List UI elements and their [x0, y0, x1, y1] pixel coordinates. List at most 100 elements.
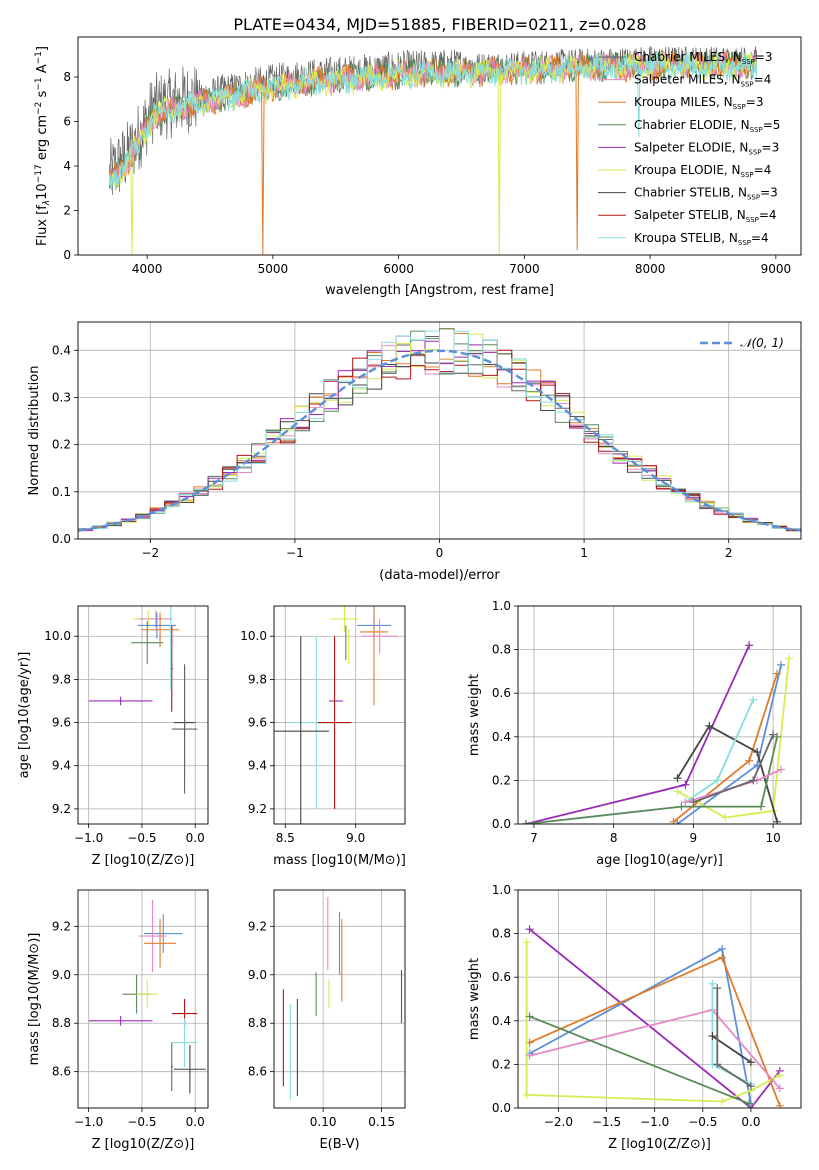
x-tick-label: −0.5 [127, 831, 156, 845]
y-axis-label: Flux [fλ10−17 erg cm−2 s−1 A−1] [34, 46, 52, 246]
gridlines [78, 890, 208, 1108]
x-tick-label: 1 [580, 546, 588, 560]
spectrum-dip [637, 68, 641, 138]
x-tick-label: 0.15 [368, 1115, 395, 1129]
y-tick-label: 10.0 [240, 629, 267, 643]
plot-area [274, 606, 398, 824]
weight-point [689, 798, 698, 807]
y-tick-label: 0.6 [492, 686, 511, 700]
weight-point [669, 817, 678, 824]
weight-point [777, 660, 786, 669]
y-axis-label: mass weight [467, 674, 482, 756]
x-axis-label: E(B-V) [319, 1137, 359, 1152]
x-tick-label: 5000 [258, 262, 289, 276]
y-tick-label: 2 [63, 204, 71, 218]
panel-age_vs_mass: 8.5 9.0 9.2 9.4 9.6 9.8 10.0 mass [log10(M/M⊙)] [240, 605, 406, 868]
legend-label: Salpeter MILES, NSSP=4 [634, 73, 771, 89]
legend-label: Kroupa STELIB, NSSP=4 [634, 231, 769, 247]
y-tick-label: 0.0 [52, 532, 71, 546]
y-tick-label: 9.2 [248, 919, 267, 933]
x-tick-label: 0.0 [186, 1115, 205, 1129]
normal-curve [78, 349, 801, 532]
x-tick-label: −2.0 [544, 1115, 573, 1129]
x-tick-label: −1.0 [640, 1115, 669, 1129]
legend-label: Kroupa ELODIE, NSSP=4 [634, 163, 771, 179]
y-tick-label: 1.0 [492, 883, 511, 897]
weight-point [718, 944, 727, 953]
x-tick-label: 0.10 [310, 1115, 337, 1129]
x-axis-label: wavelength [Angstrom, rest frame] [325, 283, 554, 298]
weight-point [673, 774, 682, 783]
weight-point [775, 1071, 784, 1080]
weight-point [673, 787, 682, 796]
y-tick-label: 8.8 [248, 1016, 267, 1030]
spectrum-dip [575, 70, 579, 251]
x-tick-label: 0.0 [741, 1115, 760, 1129]
legend: Chabrier MILES, NSSP=3 Salpeter MILES, NS… [598, 50, 780, 247]
y-tick-label: 9.6 [248, 716, 267, 730]
weight-point [749, 695, 758, 704]
panel-mass_vs_ebv: 0.10 0.15 8.6 8.8 9.0 9.2 E(B-V) [248, 889, 406, 1152]
x-tick-label: −2 [141, 546, 159, 560]
y-tick-label: 0 [63, 248, 71, 262]
y-tick-label: 8.8 [52, 1016, 71, 1030]
weight-point [753, 748, 762, 757]
y-tick-label: 0.4 [52, 343, 71, 357]
x-tick-label: 8 [610, 831, 618, 845]
weight-point [773, 669, 782, 678]
x-tick-label: 0 [436, 546, 444, 560]
y-axis-label: Normed distribution [27, 366, 42, 496]
weight-point [775, 1084, 784, 1093]
panels: 4000 5000 6000 7000 8000 9000 0 2 4 6 8 Chabrier MI… [17, 36, 802, 1152]
x-tick-label: −1.0 [74, 1115, 103, 1129]
y-tick-label: 0.0 [492, 1101, 511, 1115]
weight-point [713, 984, 722, 993]
weight-point [769, 730, 778, 739]
y-tick-label: 9.4 [52, 759, 71, 773]
x-tick-label: 7 [530, 831, 538, 845]
y-tick-label: 8.6 [52, 1065, 71, 1079]
weight-point [775, 1101, 784, 1108]
x-tick-label: 0.0 [186, 831, 205, 845]
weight-point [746, 1058, 755, 1067]
panel-weight_vs_age: 7 8 9 10 0.0 0.2 0.4 0.6 0.8 1.0 age [log10(age/yr… [467, 599, 802, 868]
gridlines [274, 890, 405, 1108]
y-tick-label: 0.4 [492, 730, 511, 744]
plot-area [522, 925, 784, 1108]
panel-spectrum: 4000 5000 6000 7000 8000 9000 0 2 4 6 8 Chabrier MI… [34, 36, 802, 298]
axes-frame [77, 605, 209, 825]
plot-area [282, 897, 403, 1101]
x-tick-label: −1.5 [592, 1115, 621, 1129]
model-spectrum-kroupa_stelib [108, 50, 758, 191]
y-tick-label: 9.0 [248, 968, 267, 982]
x-axis-label: Z [log10(Z/Z⊙)] [608, 1137, 711, 1152]
x-tick-label: −0.5 [688, 1115, 717, 1129]
weight-point [773, 817, 782, 824]
panel-residuals: −2 −1 0 1 2 0.0 0.1 0.2 0.3 0.4 𝒩(0, 1) (data-model… [27, 321, 802, 583]
y-tick-label: 9.4 [248, 759, 267, 773]
y-tick-label: 0.2 [52, 438, 71, 452]
weight-point [746, 1082, 755, 1091]
plot-area [78, 328, 801, 534]
legend-label: Chabrier STELIB, NSSP=3 [634, 186, 778, 202]
legend-label: Kroupa MILES, NSSP=3 [634, 95, 763, 111]
legend-label: Salpeter ELODIE, NSSP=3 [634, 140, 779, 156]
weight-point [785, 654, 794, 663]
x-tick-label: 9000 [761, 262, 792, 276]
weight-point [718, 953, 727, 962]
plot-area [108, 45, 758, 255]
y-axis-label: age [log10(age/yr)] [17, 652, 32, 779]
axes-frame [517, 605, 802, 825]
panel-mass_vs_Z: −1.0 −0.5 0.0 8.6 8.8 9.0 9.2 Z [log10(Z/Z⊙)] ma… [27, 889, 209, 1152]
weight-point [713, 1060, 722, 1069]
weight-point [705, 721, 714, 730]
figure-title: PLATE=0434, MJD=51885, FIBERID=0211, z=0… [233, 15, 646, 34]
y-tick-label: 9.2 [52, 919, 71, 933]
y-tick-label: 9.8 [52, 672, 71, 686]
y-tick-label: 9.2 [248, 802, 267, 816]
x-tick-label: −0.5 [127, 1115, 156, 1129]
y-tick-label: 0.4 [492, 1014, 511, 1028]
y-tick-label: 8.6 [248, 1065, 267, 1079]
axes-frame [273, 605, 406, 825]
